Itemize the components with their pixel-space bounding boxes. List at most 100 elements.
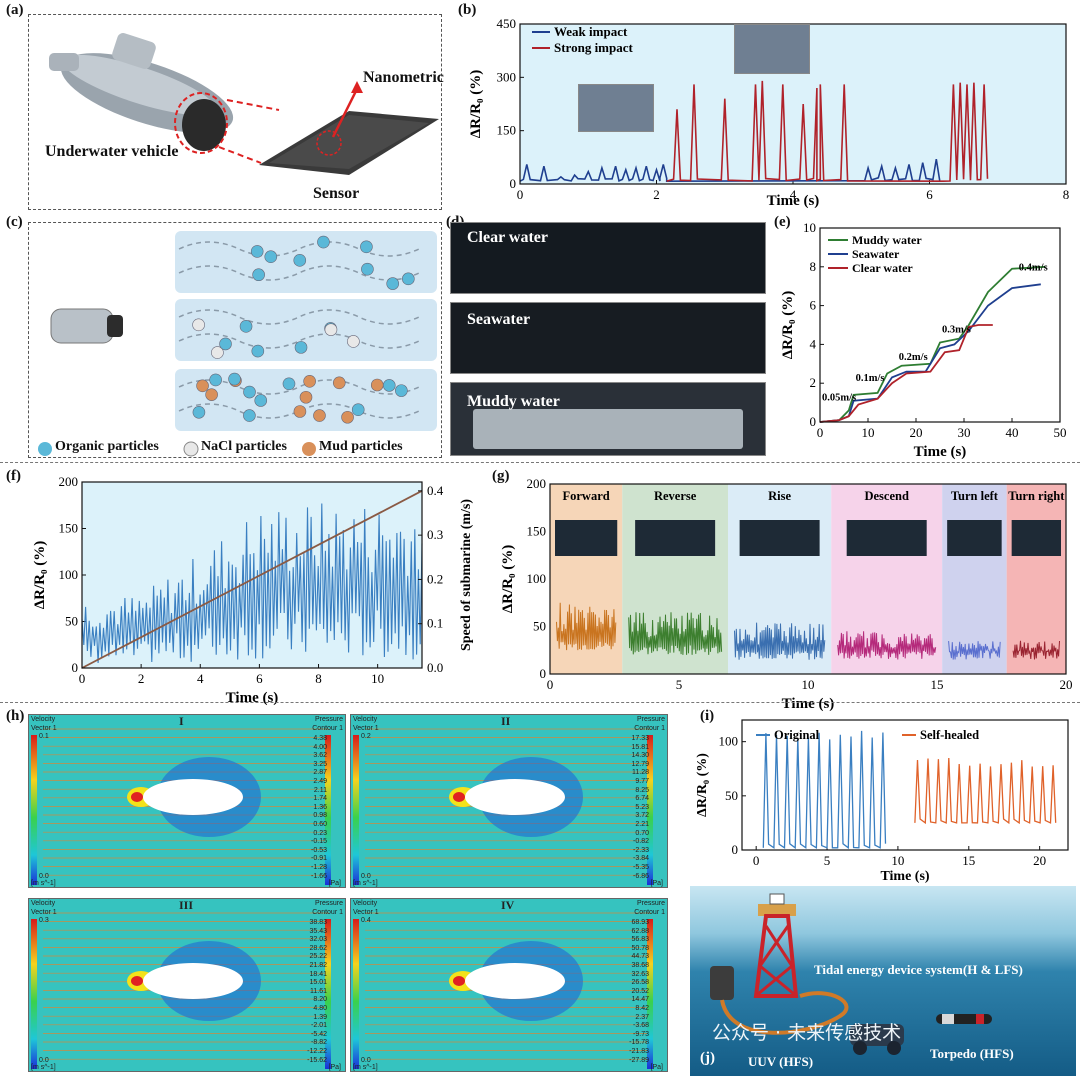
- pressure-tick-label: 4.38: [313, 735, 327, 742]
- pressure-tick-label: 32.63: [631, 970, 649, 978]
- x-tick-label: 0: [753, 853, 760, 868]
- pressure-tick-label: 5.23: [635, 803, 649, 811]
- plot-border: [819, 227, 1061, 423]
- pressure-unit: [Pa]: [328, 1064, 341, 1071]
- pressure-tick-label: 15.81: [631, 743, 649, 751]
- mini-submarine: [50, 308, 114, 344]
- y-tick-label: 50: [65, 614, 78, 629]
- y-tick-label: 8: [810, 259, 817, 274]
- pressure-tick-label: -12.22: [307, 1048, 327, 1055]
- segment-background: [1006, 484, 1066, 674]
- power-cable: [720, 991, 849, 1035]
- pressure-tick-label: -21.83: [629, 1048, 649, 1055]
- pressure-unit: [Pa]: [650, 1064, 663, 1071]
- sensor-label: Sensor: [313, 185, 360, 202]
- organic-particle: [209, 373, 222, 387]
- velocity-legend-title: Velocity Vector 1: [353, 716, 379, 732]
- organic-particle: [192, 405, 206, 419]
- pressure-tick-label: 2.49: [313, 778, 327, 785]
- cfd-simulation-3: Velocity Vector 1 Pressure Contour 1 III 0.…: [28, 898, 346, 1072]
- pressure-tick-label: -8.82: [311, 1039, 327, 1047]
- velocity-min-label: 0.0: [39, 1057, 49, 1064]
- y-right-tick-label: 0.3: [427, 527, 443, 542]
- legend-label: Clear water: [852, 261, 913, 275]
- chart-i: 0 5 10 15 20 0 50 100 Original Self-healed ΔR/R₀ (…: [695, 719, 1069, 884]
- pressure-tick-label: -0.15: [311, 838, 327, 846]
- velocity-legend-title: Velocity Vector 1: [31, 716, 57, 732]
- organic-particle: [264, 250, 278, 264]
- plot-area: [820, 228, 1060, 422]
- x-tick-label: 20: [1033, 853, 1046, 868]
- pressure-tick-label: -15.78: [629, 1039, 649, 1047]
- pressure-legend-title: Pressure Contour 1: [312, 716, 343, 732]
- pressure-tick-label: 4.80: [313, 1005, 327, 1012]
- mud-particle: [293, 405, 307, 418]
- cfd-simulation-4: Velocity Vector 1 Pressure Contour 1 IV 0.4…: [350, 898, 668, 1072]
- pressure-tick-label: 56.83: [631, 936, 649, 944]
- simulation-case-label: I: [179, 714, 184, 728]
- tidal-system-label: Tidal energy device system(H & LFS): [814, 962, 1023, 977]
- y-right-tick-label: 0.0: [427, 660, 443, 675]
- organic-particle: [219, 337, 232, 351]
- pressure-tick-label: 44.73: [631, 953, 649, 961]
- panel-j-scene: Tidal energy device system(H & LFS) 公众号 …: [690, 886, 1076, 1076]
- pressure-tick-label: -5.35: [633, 864, 649, 871]
- x-tick-label: 30: [958, 425, 971, 440]
- x-tick-label: 0: [79, 671, 86, 686]
- velocity-unit: [m s^-1]: [353, 1064, 378, 1071]
- pressure-tick-label: 68.93: [631, 919, 649, 926]
- motion-photo: [1011, 520, 1061, 556]
- y-tick-label: 150: [527, 524, 547, 539]
- weak-impact-photo: [578, 84, 654, 132]
- y-axis-label: ΔR/R₀ (%): [468, 70, 484, 138]
- pressure-tick-label: 11.61: [310, 987, 327, 995]
- y-tick-label: 150: [497, 123, 517, 138]
- segment-signal: [1012, 640, 1060, 660]
- segment-background: [942, 484, 1007, 674]
- pressure-tick-label: 6.74: [635, 795, 649, 803]
- pressure-tick-label: 2.87: [313, 769, 327, 777]
- y-tick-label: 100: [719, 734, 739, 749]
- panel-a-label: (a): [6, 2, 24, 18]
- pressure-unit: [Pa]: [328, 880, 341, 887]
- y-tick-label: 0: [540, 666, 547, 681]
- pressure-tick-label: 21.82: [309, 962, 327, 969]
- pressure-tick-label: 11.28: [632, 769, 649, 777]
- pressure-tick-label: 12.79: [631, 760, 649, 768]
- y-tick-label: 200: [59, 474, 79, 489]
- submarine-illustration: [49, 33, 234, 154]
- organic-particle: [252, 268, 265, 282]
- segment-signal: [948, 641, 1001, 660]
- series-clear-water: [819, 324, 993, 423]
- x-axis-label: Time (s): [782, 696, 835, 712]
- organic-particle: [402, 272, 415, 286]
- x-tick-label: 2: [653, 187, 660, 202]
- organic-particle: [317, 235, 330, 249]
- pressure-tick-label: -3.68: [633, 1022, 649, 1030]
- velocity-max-label: 0.2: [361, 733, 371, 740]
- motion-photo: [846, 520, 927, 556]
- legend-nacl-dot: [183, 441, 199, 457]
- y-tick-label: 0: [732, 842, 739, 857]
- x-tick-label: 10: [371, 671, 384, 686]
- speed-annotation: 0.3m/s: [942, 325, 971, 336]
- motion-photo: [739, 520, 820, 556]
- pressure-tick-label: 62.88: [631, 927, 649, 935]
- series-weak-impact: [519, 158, 941, 183]
- seawater-photo: Seawater: [450, 302, 766, 374]
- pressure-legend-title: Pressure Contour 1: [312, 900, 343, 916]
- pressure-tick-label: 1.39: [313, 1013, 327, 1021]
- panel-f-label: (f): [6, 468, 21, 484]
- pressure-tick-label: -2.01: [311, 1022, 327, 1030]
- pressure-unit: [Pa]: [650, 880, 663, 887]
- x-axis-label: Time (s): [880, 869, 929, 884]
- x-tick-label: 8: [1063, 187, 1070, 202]
- simulation-case-label: II: [501, 714, 511, 728]
- y-tick-label: 10: [803, 220, 816, 235]
- velocity-min-label: 0.0: [361, 1057, 371, 1064]
- velocity-legend-title: Velocity Vector 1: [353, 900, 379, 916]
- cfd-simulation-1: Velocity Vector 1 Pressure Contour 1 I 0.1 0…: [28, 714, 346, 888]
- pressure-tick-label: 1.74: [313, 795, 327, 803]
- nano-label: Nanometric: [363, 69, 444, 86]
- pressure-tick-label: 0.98: [313, 812, 327, 820]
